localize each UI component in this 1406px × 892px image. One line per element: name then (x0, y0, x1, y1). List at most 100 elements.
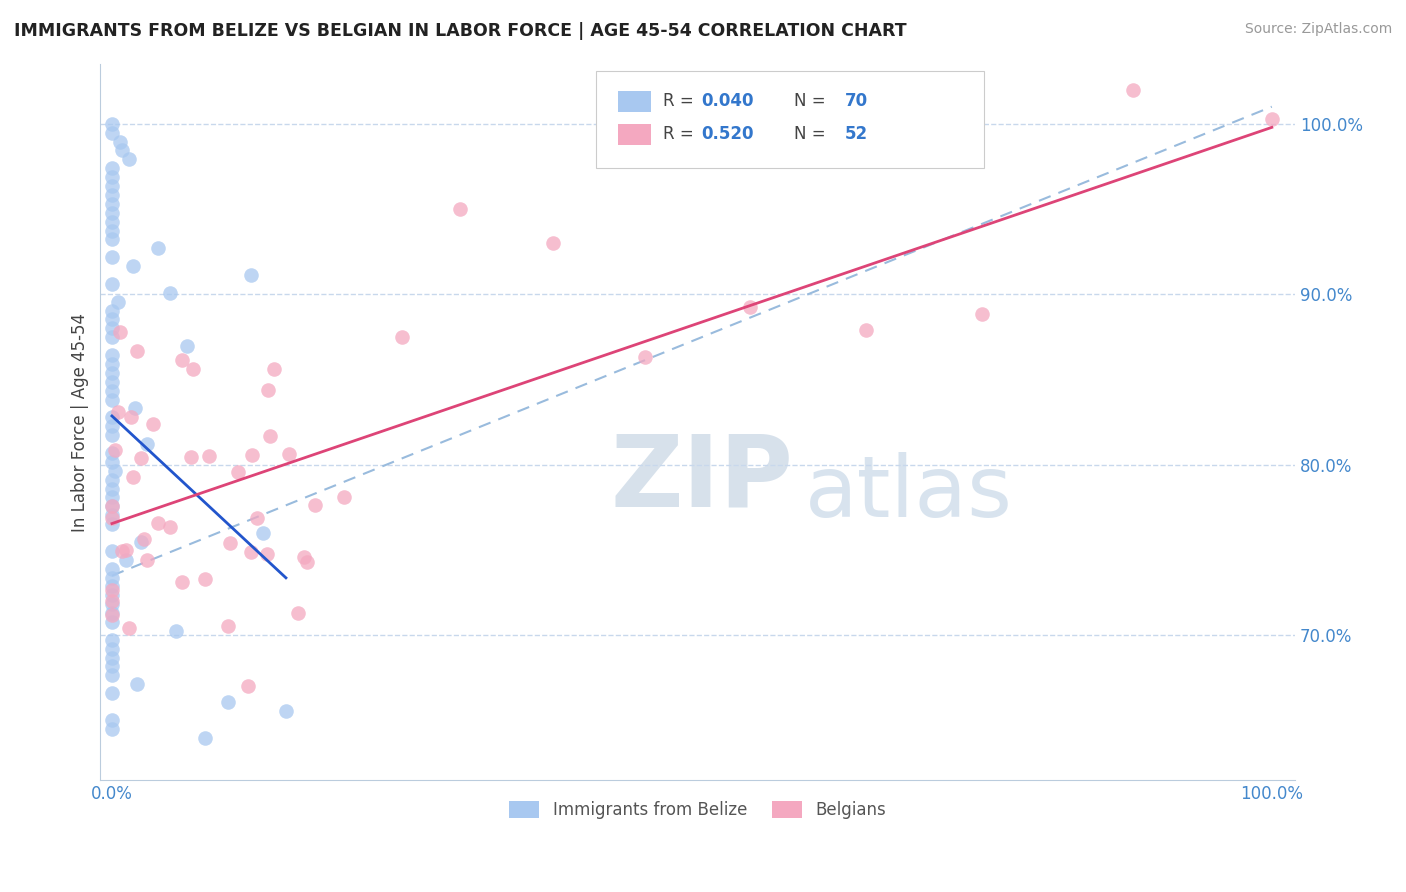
Point (252, 526, 274, 541)
Point (101, 499, 124, 513)
Point (240, 448, 263, 462)
Point (263, 361, 285, 376)
Point (634, 351, 657, 365)
Point (101, 179, 124, 194)
Point (101, 410, 124, 425)
Point (170, 353, 193, 368)
Point (240, 268, 263, 282)
Point (219, 536, 242, 550)
Point (101, 570, 124, 584)
Point (148, 241, 170, 255)
Point (541, 236, 564, 251)
Point (129, 535, 152, 549)
Point (127, 344, 149, 359)
Point (101, 632, 124, 647)
Point (115, 542, 138, 557)
Point (228, 465, 250, 479)
Point (256, 547, 278, 561)
Bar (617, 123, 651, 145)
Point (101, 641, 124, 656)
Point (101, 321, 124, 335)
Text: 70: 70 (845, 92, 868, 110)
Point (449, 202, 471, 216)
Point (134, 532, 156, 546)
Y-axis label: In Labor Force | Age 45-54: In Labor Force | Age 45-54 (72, 313, 89, 532)
Point (101, 250, 124, 264)
Point (970, 307, 993, 321)
Point (101, 544, 124, 558)
Point (141, 417, 163, 431)
Point (181, 362, 204, 376)
Point (297, 556, 319, 570)
Point (107, 405, 129, 419)
Point (194, 572, 217, 586)
Point (855, 323, 877, 337)
Point (120, 410, 142, 425)
Point (108, 135, 131, 149)
Point (217, 619, 239, 633)
Point (101, 597, 124, 611)
Point (129, 450, 152, 465)
Text: ZIP: ZIP (610, 431, 793, 528)
Point (127, 677, 149, 691)
Point (1122, 82, 1144, 96)
Point (101, 722, 124, 736)
Point (101, 330, 124, 344)
Point (101, 594, 124, 608)
Point (101, 303, 124, 318)
Text: N =: N = (794, 125, 831, 143)
Point (101, 419, 124, 434)
Point (159, 285, 181, 300)
Point (135, 437, 157, 451)
Point (101, 686, 124, 700)
Point (101, 277, 124, 291)
Point (101, 126, 124, 140)
Point (176, 339, 198, 353)
Point (104, 443, 127, 458)
Point (101, 161, 124, 176)
Point (148, 516, 170, 530)
Point (391, 330, 413, 344)
Point (101, 491, 124, 505)
Point (124, 401, 146, 416)
Point (1261, 112, 1284, 127)
Point (180, 450, 202, 464)
Point (101, 583, 124, 598)
Point (101, 579, 124, 593)
Point (108, 326, 131, 340)
Point (101, 659, 124, 673)
Point (111, 144, 134, 158)
Text: IMMIGRANTS FROM BELIZE VS BELGIAN IN LABOR FORCE | AGE 45-54 CORRELATION CHART: IMMIGRANTS FROM BELIZE VS BELGIAN IN LAB… (14, 22, 907, 40)
Point (101, 588, 124, 602)
Text: atlas: atlas (806, 452, 1014, 535)
Point (236, 679, 259, 693)
Point (101, 428, 124, 442)
Point (101, 508, 124, 523)
Point (101, 223, 124, 237)
FancyBboxPatch shape (596, 71, 984, 168)
Point (101, 384, 124, 398)
Point (101, 606, 124, 620)
Point (121, 469, 143, 483)
Point (121, 259, 143, 273)
Point (240, 545, 263, 559)
Point (274, 704, 297, 718)
Text: 0.040: 0.040 (702, 92, 754, 110)
Point (165, 624, 187, 638)
Text: 52: 52 (845, 125, 868, 143)
Point (135, 553, 157, 567)
Point (101, 607, 124, 622)
Point (257, 383, 280, 397)
Point (101, 188, 124, 202)
Point (172, 574, 194, 589)
Point (101, 366, 124, 380)
Text: N =: N = (794, 92, 831, 110)
Text: R =: R = (664, 92, 699, 110)
Point (197, 449, 219, 463)
Point (101, 392, 124, 407)
Point (101, 500, 124, 514)
Point (101, 511, 124, 525)
Point (101, 446, 124, 460)
Point (101, 713, 124, 727)
Point (101, 170, 124, 185)
